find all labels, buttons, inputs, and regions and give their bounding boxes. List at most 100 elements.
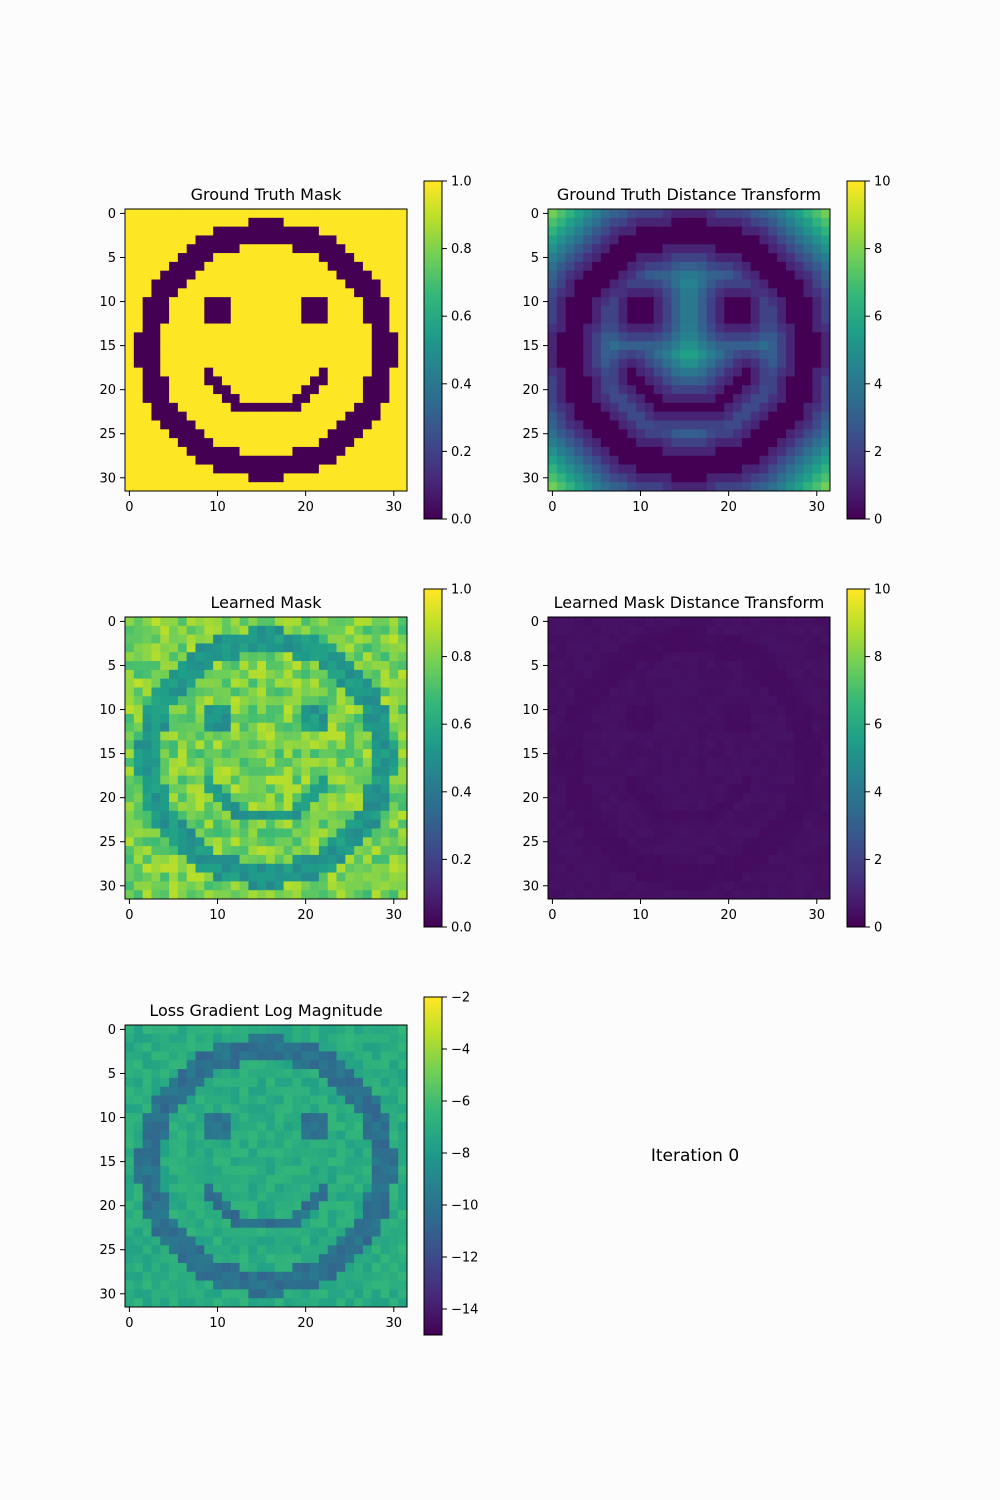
heatmap-cell — [741, 270, 752, 280]
heatmap-cell — [803, 872, 813, 882]
heatmap-cell — [283, 687, 293, 697]
colorbar-segment — [424, 805, 442, 810]
heatmap-cell — [371, 1060, 381, 1070]
heatmap-cell — [257, 376, 267, 386]
heatmap-cell — [689, 617, 699, 627]
heatmap-cell — [204, 731, 214, 741]
heatmap-cell — [274, 297, 285, 307]
heatmap-cell — [662, 793, 672, 803]
heatmap-cell — [724, 669, 734, 680]
heatmap-cell — [768, 261, 778, 272]
heatmap-cell — [362, 669, 373, 680]
heatmap-cell — [671, 394, 681, 404]
heatmap-cell — [327, 731, 337, 741]
heatmap-cell — [592, 305, 602, 316]
heatmap-cell — [133, 1069, 144, 1079]
heatmap-cell — [292, 279, 302, 289]
heatmap-cell — [644, 890, 655, 900]
heatmap-cell — [371, 687, 381, 697]
heatmap-cell — [556, 323, 567, 333]
heatmap-cell — [627, 244, 637, 254]
heatmap-cell — [662, 687, 672, 697]
heatmap-cell — [794, 766, 804, 777]
colorbar-segment — [847, 358, 865, 362]
heatmap-cell — [283, 775, 293, 785]
x-tick-label: 30 — [809, 500, 826, 515]
heatmap-cell — [689, 323, 699, 333]
heatmap-cell — [680, 464, 690, 474]
heatmap-cell — [274, 402, 285, 413]
heatmap-cell — [266, 696, 276, 706]
heatmap-cell — [362, 235, 373, 245]
heatmap-cell — [362, 253, 373, 263]
colorbar-segment — [424, 347, 442, 351]
heatmap-cell — [600, 819, 611, 829]
colorbar-segment — [424, 445, 442, 450]
heatmap-cell — [230, 244, 240, 254]
heatmap-cell — [310, 625, 320, 636]
heatmap-cell — [733, 455, 743, 465]
heatmap-cell — [389, 854, 399, 865]
heatmap-cell — [221, 652, 232, 662]
heatmap-cell — [548, 678, 558, 688]
heatmap-cell — [257, 235, 267, 245]
heatmap-cell — [283, 464, 293, 474]
heatmap-cell — [680, 394, 690, 404]
heatmap-cell — [248, 652, 258, 662]
heatmap-cell — [715, 314, 725, 324]
heatmap-cell — [169, 722, 179, 732]
heatmap-cell — [548, 288, 558, 298]
heatmap-cell — [750, 253, 760, 263]
heatmap-cell — [125, 1033, 135, 1044]
heatmap-cell — [785, 634, 796, 644]
heatmap-cell — [750, 261, 760, 272]
heatmap-cell — [768, 376, 778, 386]
heatmap-cell — [230, 758, 240, 768]
heatmap-cell — [274, 1086, 285, 1096]
colorbar-segment — [847, 676, 865, 680]
heatmap-cell — [354, 1086, 364, 1096]
heatmap-cell — [680, 863, 690, 873]
heatmap-cell — [653, 270, 663, 280]
heatmap-cell — [169, 837, 179, 847]
heatmap-cell — [548, 669, 558, 680]
heatmap-cell — [292, 652, 302, 662]
heatmap-cell — [221, 429, 232, 439]
heatmap-cell — [354, 323, 364, 333]
heatmap-cell — [204, 881, 214, 891]
heatmap-cell — [213, 473, 223, 483]
heatmap-cell — [759, 305, 769, 316]
heatmap-cell — [318, 217, 329, 228]
colorbar-segment — [847, 735, 865, 739]
heatmap-cell — [362, 837, 373, 847]
heatmap-cell — [195, 438, 205, 448]
heatmap-cell — [398, 323, 408, 333]
heatmap-cell — [380, 367, 390, 377]
heatmap-cell — [336, 881, 346, 891]
heatmap-cell — [777, 652, 787, 662]
heatmap-cell — [266, 872, 276, 882]
heatmap-cell — [662, 890, 672, 900]
heatmap-cell — [706, 288, 716, 298]
heatmap-cell — [644, 341, 655, 351]
colorbar-segment — [847, 822, 865, 827]
heatmap-cell — [371, 217, 381, 228]
heatmap-cell — [274, 226, 285, 236]
heatmap-cell — [653, 235, 663, 245]
heatmap-cell — [362, 270, 373, 280]
heatmap-cell — [177, 358, 188, 369]
heatmap-cell — [186, 1069, 196, 1079]
heatmap-cell — [204, 394, 214, 404]
heatmap-cell — [195, 244, 205, 254]
heatmap-cell — [133, 854, 144, 865]
heatmap-cell — [177, 775, 188, 785]
heatmap-cell — [697, 881, 708, 891]
heatmap-cell — [169, 784, 179, 794]
heatmap-cell — [160, 713, 170, 724]
y-tick-label: 15 — [99, 747, 116, 762]
heatmap-cell — [750, 749, 760, 759]
heatmap-cell — [371, 854, 381, 865]
heatmap-cell — [310, 678, 320, 688]
colorbar-segment — [847, 831, 865, 835]
